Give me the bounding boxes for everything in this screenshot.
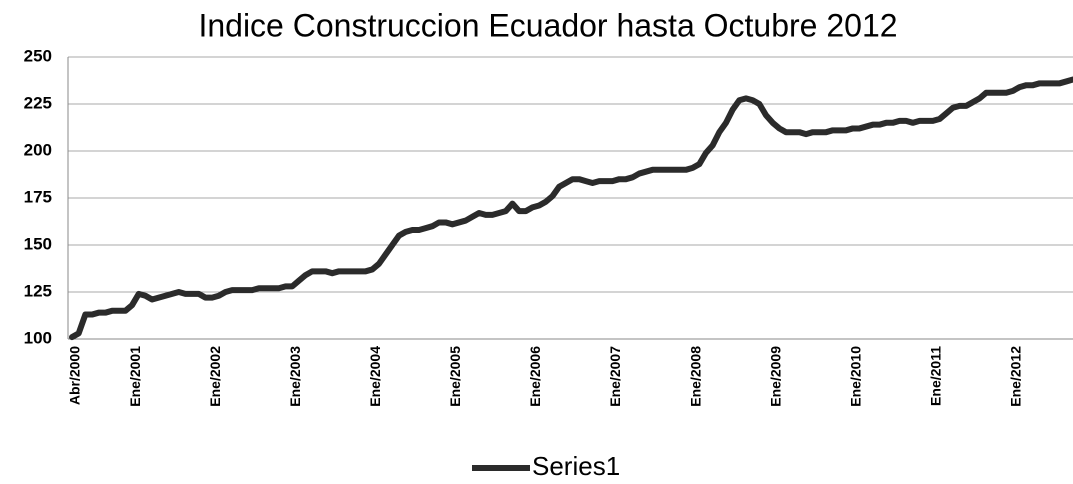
y-tick-label: 175	[24, 187, 52, 206]
x-tick-label: Ene/2007	[607, 346, 623, 407]
x-tick-label: Ene/2004	[367, 346, 383, 407]
x-tick-label: Ene/2002	[207, 346, 223, 407]
y-tick-label: 225	[24, 93, 52, 112]
x-tick-label: Ene/2010	[847, 346, 863, 407]
x-tick-label: Ene/2006	[527, 346, 543, 407]
x-tick-label: Ene/2012	[1008, 346, 1024, 407]
x-tick-label: Ene/2005	[447, 346, 463, 407]
x-tick-label: Ene/2003	[287, 346, 303, 407]
data-line	[69, 76, 1073, 341]
chart-title: Indice Construccion Ecuador hasta Octubr…	[198, 7, 897, 43]
x-tick-label: Ene/2009	[767, 346, 783, 407]
x-tick-label: Abr/2000	[67, 346, 83, 405]
y-tick-label: 125	[24, 281, 52, 300]
x-tick-label: Ene/2008	[687, 346, 703, 407]
y-tick-label: 100	[24, 328, 52, 347]
y-tick-label: 250	[24, 46, 52, 65]
y-tick-label: 200	[24, 140, 52, 159]
legend-label: Series1	[532, 451, 620, 481]
x-tick-label: Ene/2001	[127, 346, 143, 407]
x-tick-label: Ene/2011	[928, 346, 944, 406]
y-tick-label: 150	[24, 234, 52, 253]
